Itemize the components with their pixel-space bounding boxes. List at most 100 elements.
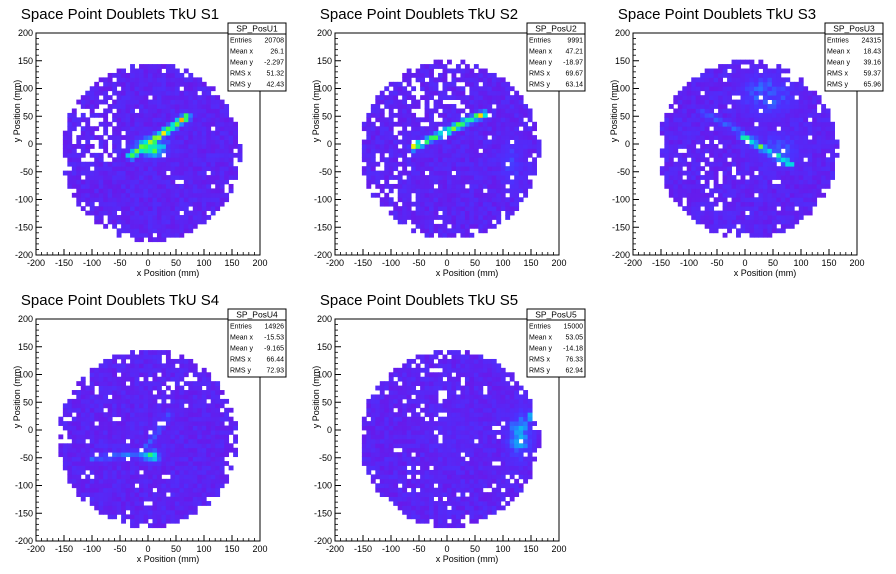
heatmap-bin (152, 505, 158, 511)
heatmap-bin (107, 447, 113, 453)
heatmap-bin (478, 68, 484, 74)
heatmap-bin (812, 188, 818, 194)
heatmap-bin (411, 104, 417, 109)
heatmap-bin (438, 175, 443, 180)
heatmap-bin (156, 363, 162, 369)
heatmap-bin (691, 117, 697, 123)
heatmap-bin (139, 465, 144, 471)
heatmap-bin (745, 192, 750, 198)
heatmap-bin (482, 144, 488, 149)
heatmap-bin (183, 407, 189, 413)
heatmap-bin (228, 126, 234, 132)
heatmap-bin (713, 95, 719, 100)
heatmap-bin (709, 104, 715, 109)
heatmap-bin (161, 183, 167, 189)
heatmap-bin (415, 183, 421, 189)
heatmap-bin (152, 483, 158, 489)
heatmap-bin (179, 501, 185, 506)
heatmap-bin (161, 483, 167, 489)
heatmap-bin (505, 99, 511, 105)
heatmap-bin (197, 372, 203, 378)
heatmap-bin (682, 126, 688, 132)
heatmap-bin (98, 179, 104, 185)
heatmap-bin (736, 206, 741, 211)
heatmap-bin (130, 148, 135, 154)
heatmap-bin (170, 68, 176, 74)
heatmap-bin (807, 210, 813, 216)
heatmap-bin (794, 144, 800, 149)
heatmap-bin (201, 148, 207, 154)
heatmap-bin (420, 148, 425, 154)
heatmap-bin (700, 86, 706, 92)
heatmap-bin (767, 121, 773, 127)
heatmap-bin (825, 121, 831, 127)
heatmap-bin (85, 104, 91, 109)
heatmap-bin (201, 99, 207, 105)
heatmap-bin (771, 104, 777, 109)
heatmap-bin (143, 179, 149, 185)
heatmap-bin (165, 90, 171, 96)
heatmap-bin (188, 407, 194, 413)
heatmap-bin (478, 112, 484, 118)
heatmap-bin (478, 219, 484, 225)
heatmap-bin (210, 179, 216, 185)
heatmap-bin (803, 135, 809, 140)
heatmap-bin (183, 394, 189, 400)
heatmap-bin (121, 492, 126, 497)
heatmap-bin (215, 474, 221, 480)
heatmap-bin (206, 376, 212, 382)
heatmap-bin (500, 112, 506, 118)
heatmap-bin (76, 412, 82, 418)
heatmap-bin (224, 192, 230, 198)
heatmap-bin (156, 438, 162, 444)
heatmap-bin (668, 161, 674, 167)
heatmap-bin (406, 183, 412, 189)
heatmap-bin (424, 197, 430, 203)
heatmap-bin (143, 95, 149, 100)
heatmap-bin (776, 144, 782, 149)
heatmap-bin (156, 496, 162, 502)
heatmap-bin (197, 175, 203, 180)
heatmap-bin (192, 385, 198, 391)
heatmap-bin (148, 509, 153, 515)
heatmap-bin (130, 412, 135, 418)
heatmap-bin (406, 197, 412, 203)
heatmap-bin (704, 183, 710, 189)
chart-title: Space Point Doublets TkU S4 (21, 292, 219, 309)
heatmap-bin (447, 179, 452, 185)
heatmap-bin (165, 219, 171, 225)
heatmap-bin (174, 469, 180, 475)
heatmap-bin (143, 350, 149, 355)
heatmap-bin (388, 121, 394, 127)
heatmap-bin (478, 152, 484, 158)
heatmap-bin (713, 144, 719, 149)
heatmap-bin (143, 64, 149, 69)
heatmap-bin (201, 215, 207, 220)
heatmap-bin (518, 179, 524, 185)
heatmap-bin (188, 474, 194, 480)
heatmap-bin (442, 179, 448, 185)
heatmap-bin (424, 126, 430, 132)
heatmap-bin (736, 197, 741, 203)
heatmap-bin (807, 144, 813, 149)
heatmap-bin (691, 215, 697, 220)
heatmap-bin (388, 99, 394, 105)
heatmap-bin (121, 223, 126, 229)
heatmap-bin (677, 99, 683, 105)
heatmap-bin (664, 117, 670, 123)
heatmap-bin (673, 166, 679, 172)
heatmap-bin (98, 443, 104, 449)
heatmap-bin (165, 201, 171, 207)
heatmap-bin (116, 206, 122, 211)
heatmap-bin (487, 175, 493, 180)
heatmap-bin (713, 175, 719, 180)
heatmap-bin (442, 161, 448, 167)
heatmap-bin (745, 104, 750, 109)
heatmap-bin (749, 161, 755, 167)
heatmap-bin (518, 104, 524, 109)
heatmap-bin (361, 152, 367, 158)
heatmap-bin (130, 210, 135, 216)
heatmap-bin (76, 121, 82, 127)
heatmap-bin (130, 232, 135, 238)
heatmap-bin (103, 86, 109, 92)
